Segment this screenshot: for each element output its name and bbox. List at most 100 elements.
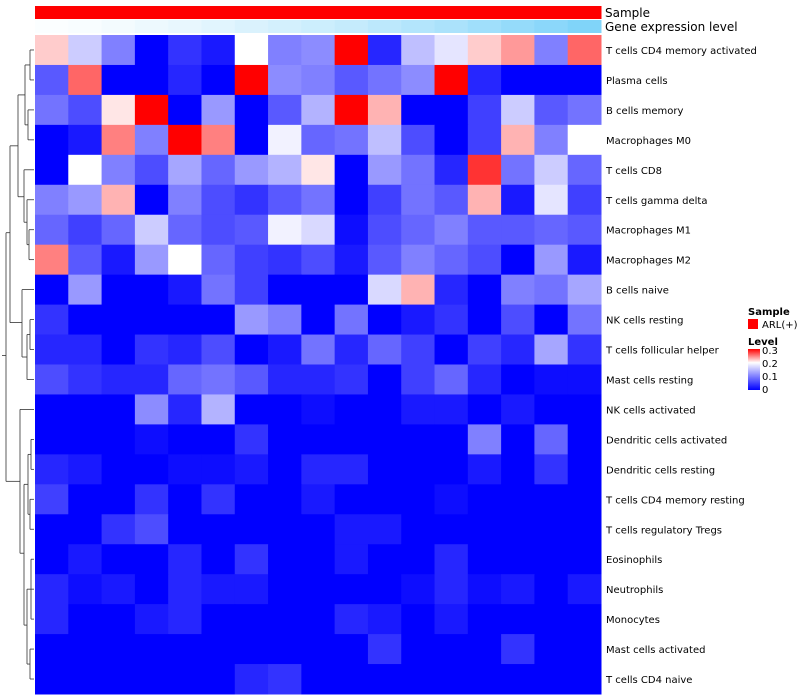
heatmap-cell bbox=[301, 274, 336, 306]
row-label: Dendritic cells activated bbox=[606, 435, 727, 446]
heatmap-cell bbox=[35, 364, 69, 395]
heatmap-cell bbox=[334, 604, 369, 635]
heatmap-cell bbox=[101, 394, 136, 425]
row-label: B cells naive bbox=[606, 286, 669, 297]
heatmap-cell bbox=[301, 544, 336, 575]
heatmap-cell bbox=[168, 634, 202, 665]
heatmap-cell bbox=[434, 244, 469, 276]
heatmap-cell bbox=[234, 514, 269, 545]
heatmap-cell bbox=[134, 664, 169, 695]
heatmap-cell bbox=[434, 304, 469, 336]
row-label: Macrophages M2 bbox=[606, 256, 691, 267]
heatmap-cell bbox=[434, 124, 469, 156]
sample-annotation-cell bbox=[35, 6, 69, 19]
heatmap-cell bbox=[401, 64, 436, 96]
heatmap-cell bbox=[501, 664, 535, 695]
gene-expression-annotation-cell bbox=[534, 20, 569, 33]
heatmap-cell bbox=[101, 94, 136, 126]
heatmap-cell bbox=[534, 154, 569, 186]
heatmap-cell bbox=[234, 454, 269, 485]
heatmap-cell bbox=[567, 94, 602, 126]
row-label: T cells CD4 memory activated bbox=[605, 46, 757, 57]
heatmap-cell bbox=[567, 304, 602, 336]
heatmap-cell bbox=[567, 664, 602, 695]
heatmap-cell bbox=[35, 304, 69, 336]
heatmap-cell bbox=[434, 35, 469, 66]
heatmap-cell bbox=[268, 634, 302, 665]
sample-annotation-cell bbox=[134, 6, 169, 19]
row-label: Monocytes bbox=[606, 615, 660, 626]
heatmap-cell bbox=[35, 35, 69, 66]
heatmap-cell bbox=[501, 454, 535, 485]
heatmap-cell bbox=[201, 35, 236, 66]
heatmap-cell bbox=[101, 424, 136, 455]
heatmap-cell bbox=[467, 94, 502, 126]
heatmap-cell bbox=[367, 364, 402, 395]
heatmap-cell bbox=[101, 154, 136, 186]
heatmap-cell bbox=[68, 604, 103, 635]
heatmap-cell bbox=[367, 634, 402, 665]
heatmap-cell bbox=[467, 604, 502, 635]
legend-level-tick: 0 bbox=[762, 385, 768, 396]
heatmap-cell bbox=[35, 664, 69, 695]
heatmap-cell bbox=[367, 574, 402, 605]
heatmap-cell bbox=[567, 424, 602, 455]
heatmap-cell bbox=[201, 244, 236, 276]
heatmap-cell bbox=[434, 94, 469, 126]
heatmap-cell bbox=[534, 364, 569, 395]
heatmap-cell bbox=[101, 244, 136, 276]
heatmap-cell bbox=[35, 124, 69, 156]
row-label: Mast cells resting bbox=[606, 375, 693, 386]
heatmap-cell bbox=[101, 35, 136, 66]
heatmap-cell bbox=[68, 214, 103, 246]
heatmap-cell bbox=[301, 35, 336, 66]
heatmap-cell bbox=[467, 214, 502, 246]
heatmap-cell bbox=[134, 64, 169, 96]
heatmap-cell bbox=[334, 274, 369, 306]
heatmap-cell bbox=[168, 604, 202, 635]
heatmap-cell bbox=[534, 574, 569, 605]
heatmap-cell bbox=[401, 604, 436, 635]
heatmap-cell bbox=[334, 514, 369, 545]
heatmap-cell bbox=[134, 94, 169, 126]
heatmap-cell bbox=[334, 184, 369, 216]
row-dendrogram bbox=[2, 49, 34, 680]
heatmap-cell bbox=[567, 544, 602, 575]
heatmap-cell bbox=[68, 154, 103, 186]
legend-level-tick: 0.3 bbox=[762, 346, 778, 357]
heatmap-cell bbox=[367, 184, 402, 216]
heatmap-cell bbox=[367, 484, 402, 515]
heatmap-cell bbox=[534, 424, 569, 455]
heatmap-cell bbox=[501, 94, 535, 126]
row-label: Neutrophils bbox=[606, 585, 663, 596]
heatmap-cell bbox=[301, 424, 336, 455]
heatmap-cell bbox=[168, 574, 202, 605]
heatmap-cell bbox=[101, 604, 136, 635]
heatmap-cell bbox=[401, 154, 436, 186]
heatmap-cell bbox=[501, 64, 535, 96]
heatmap-cell bbox=[467, 424, 502, 455]
heatmap-cell bbox=[467, 154, 502, 186]
heatmap-cell bbox=[201, 604, 236, 635]
heatmap-cell bbox=[334, 634, 369, 665]
heatmap-cell bbox=[134, 154, 169, 186]
legend-level-title: Level bbox=[748, 337, 778, 348]
heatmap-cell bbox=[134, 304, 169, 336]
row-label: Plasma cells bbox=[606, 76, 668, 87]
heatmap-cell bbox=[35, 574, 69, 605]
row-label: Mast cells activated bbox=[606, 645, 705, 656]
heatmap-cell bbox=[134, 424, 169, 455]
heatmap-cell bbox=[234, 484, 269, 515]
heatmap-cell bbox=[401, 274, 436, 306]
gene-expression-annotation-cell bbox=[101, 20, 136, 33]
heatmap-cell bbox=[134, 634, 169, 665]
heatmap-cell bbox=[134, 244, 169, 276]
heatmap-cell bbox=[334, 334, 369, 365]
heatmap-cell bbox=[168, 184, 202, 216]
heatmap-cell bbox=[567, 514, 602, 545]
sample-annotation-cell bbox=[401, 6, 436, 19]
heatmap-cell bbox=[201, 364, 236, 395]
heatmap-cell bbox=[534, 274, 569, 306]
heatmap-cell bbox=[301, 484, 336, 515]
heatmap-cell bbox=[201, 664, 236, 695]
